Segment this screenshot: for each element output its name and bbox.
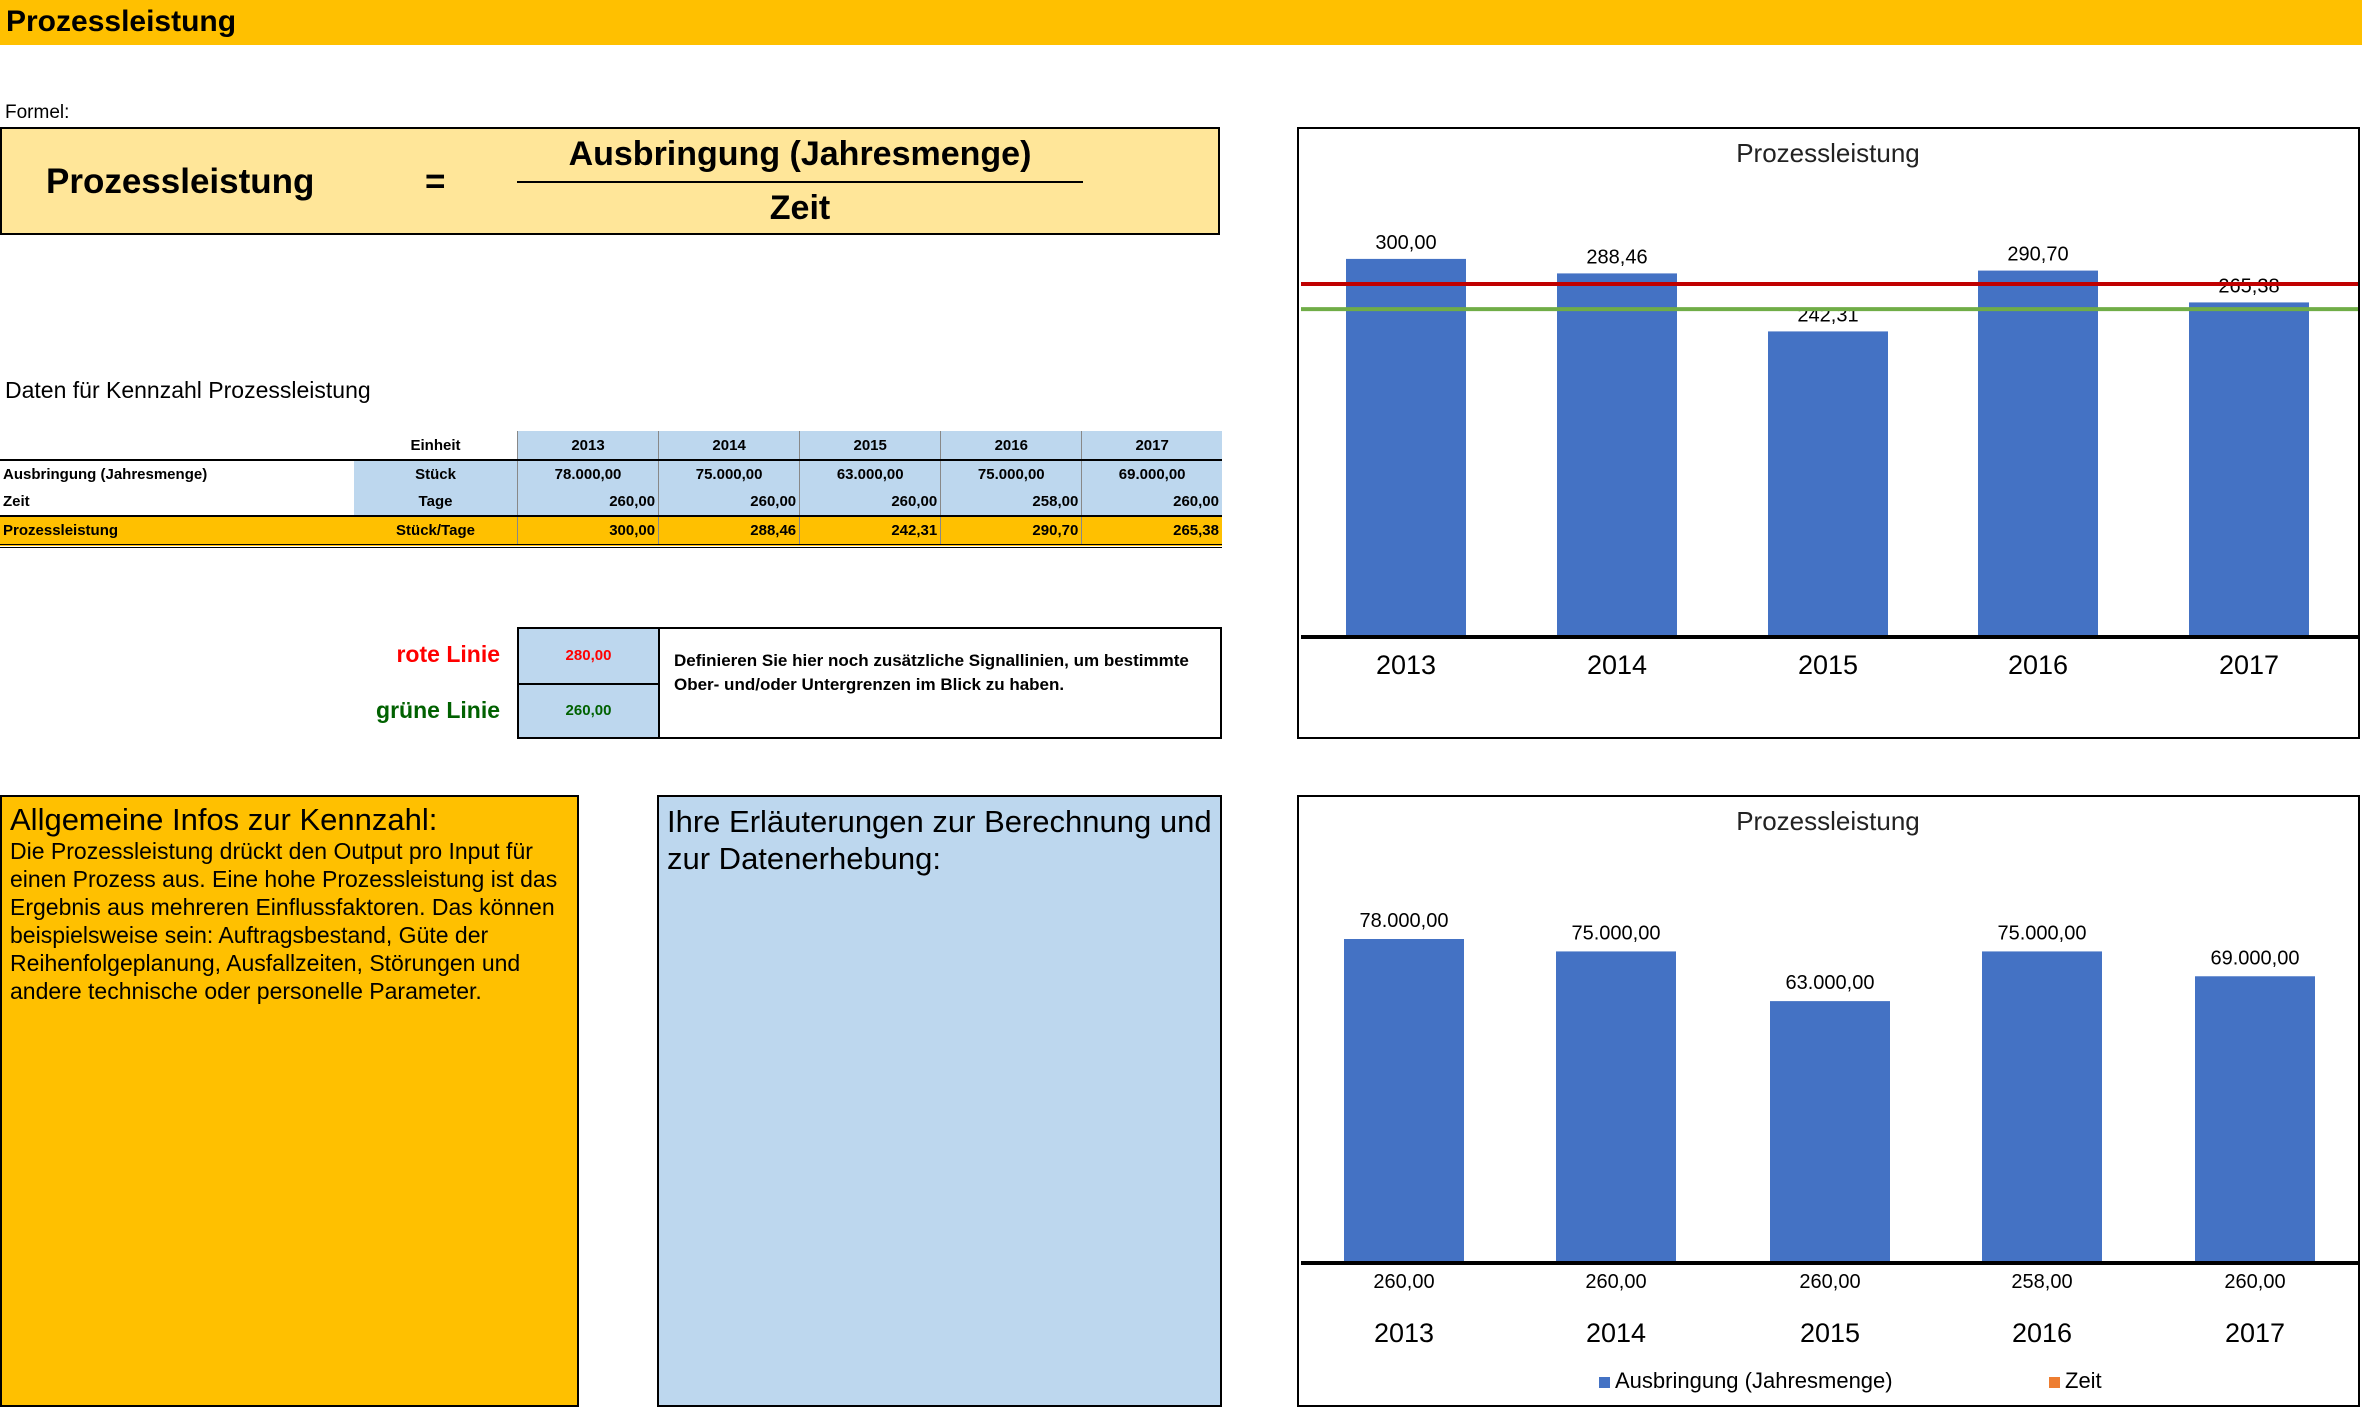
general-info-box: Allgemeine Infos zur Kennzahl: Die Proze… (0, 795, 579, 1407)
formula-lhs: Prozessleistung (46, 162, 315, 201)
info-text: Die Prozessleistung drückt den Output pr… (10, 838, 558, 1004)
data-label: 288,46 (1586, 246, 1647, 268)
bar (1556, 951, 1676, 1262)
formula-denominator: Zeit (769, 189, 831, 227)
bar (1770, 1001, 1890, 1262)
data-label-zeit: 260,00 (1373, 1271, 1434, 1293)
header-bar: Prozessleistung (0, 0, 2362, 45)
red-line-value[interactable]: 280,00 (519, 629, 660, 685)
page-title: Prozessleistung (6, 5, 237, 38)
signal-box: 280,00 260,00 Definieren Sie hier noch z… (517, 627, 1222, 739)
data-label-zeit: 260,00 (1799, 1271, 1860, 1293)
data-table: Einheit 2013 2014 2015 2016 2017 Ausbrin… (0, 431, 1222, 548)
x-tick-label: 2017 (2219, 650, 2279, 680)
x-tick-label: 2015 (1798, 650, 1858, 680)
x-tick-label: 2014 (1587, 650, 1647, 680)
bar (1557, 273, 1677, 636)
data-section-title: Daten für Kennzahl Prozessleistung (5, 377, 371, 403)
bar (1978, 270, 2098, 636)
data-label: 75.000,00 (1572, 922, 1661, 944)
bar (2195, 976, 2315, 1262)
bar (1344, 939, 1464, 1262)
bar (2189, 302, 2309, 636)
x-tick-label: 2014 (1586, 1318, 1646, 1348)
chart-prozessleistung: Prozessleistung 300,00 2013 288,46 2014 242,3… (1297, 127, 2360, 739)
year-header: 2015 (799, 431, 941, 460)
red-line-label: rote Linie (396, 641, 500, 667)
fraction-line (517, 181, 1083, 183)
data-label-zeit: 260,00 (2224, 1271, 2285, 1293)
chart-title: Prozessleistung (1736, 138, 1920, 168)
table-row: Ausbringung (Jahresmenge) Stück 78.000,0… (0, 460, 1222, 488)
data-label: 78.000,00 (1360, 910, 1449, 932)
data-label-zeit: 260,00 (1585, 1271, 1646, 1293)
x-tick-label: 2015 (1800, 1318, 1860, 1348)
notes-box[interactable]: Ihre Erläuterungen zur Berechnung und zu… (657, 795, 1222, 1407)
chart2-svg: Prozessleistung 78.000,00 260,00 2013 75.000… (1301, 806, 2358, 1393)
chart-title: Prozessleistung (1736, 806, 1920, 836)
signal-note: Definieren Sie hier noch zusätzliche Sig… (674, 651, 1189, 694)
data-label: 69.000,00 (2211, 947, 2300, 969)
chart1-svg: Prozessleistung300,002013288,462014242,3… (1301, 138, 2358, 680)
green-line-label: grüne Linie (376, 697, 500, 723)
notes-title: Ihre Erläuterungen zur Berechnung und zu… (667, 804, 1212, 876)
green-line-value[interactable]: 260,00 (519, 685, 660, 737)
x-tick-label: 2016 (2012, 1318, 2072, 1348)
year-header: 2013 (516, 431, 659, 460)
formula-label: Formel: (5, 102, 70, 123)
formula-numerator: Ausbringung (Jahresmenge) (568, 135, 1032, 173)
data-label: 290,70 (2007, 244, 2068, 266)
year-header: 2016 (940, 431, 1082, 460)
x-tick-label: 2013 (1376, 650, 1436, 680)
year-header: 2014 (658, 431, 800, 460)
legend-label: Ausbringung (Jahresmenge) (1615, 1368, 1893, 1393)
data-label-zeit: 258,00 (2011, 1271, 2072, 1293)
legend-swatch (1599, 1377, 1610, 1388)
data-label: 63.000,00 (1786, 972, 1875, 994)
x-tick-label: 2016 (2008, 650, 2068, 680)
x-tick-label: 2017 (2225, 1318, 2285, 1348)
year-header: 2017 (1081, 431, 1222, 460)
bar (1982, 951, 2102, 1262)
data-label: 265,38 (2218, 275, 2279, 297)
chart-ausbringung-zeit: Prozessleistung 78.000,00 260,00 2013 75.000… (1297, 795, 2360, 1407)
legend-swatch (2049, 1377, 2060, 1388)
table-row-result: Prozessleistung Stück/Tage 300,00 288,46… (0, 516, 1222, 546)
data-label: 300,00 (1375, 232, 1436, 254)
bar (1768, 331, 1888, 636)
x-tick-label: 2013 (1374, 1318, 1434, 1348)
formula-box: Prozessleistung = Ausbringung (Jahresmen… (0, 127, 1220, 235)
info-title: Allgemeine Infos zur Kennzahl: (10, 802, 438, 837)
formula-equals: = (425, 162, 446, 201)
table-row: Zeit Tage 260,00 260,00 260,00 258,00 26… (0, 488, 1222, 516)
bar (1346, 258, 1466, 636)
unit-header: Einheit (410, 436, 461, 454)
legend-label: Zeit (2065, 1368, 2102, 1393)
data-label: 75.000,00 (1998, 922, 2087, 944)
